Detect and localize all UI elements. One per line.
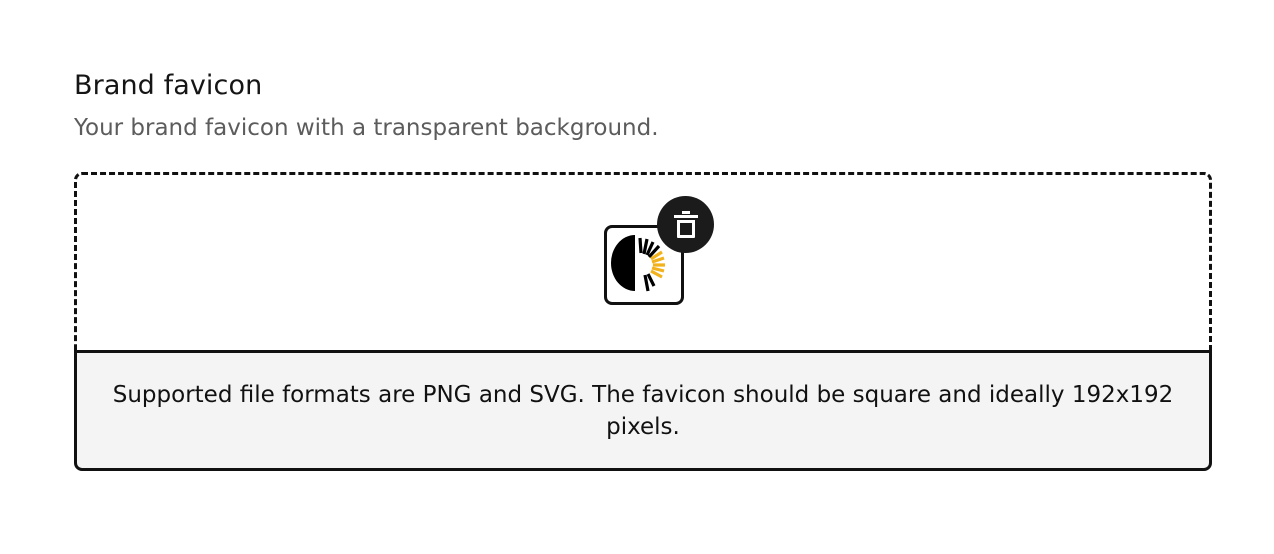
delete-favicon-button[interactable] xyxy=(657,196,714,253)
section-description: Your brand favicon with a transparent ba… xyxy=(74,115,659,141)
favicon-sunburst-logo-icon xyxy=(611,235,665,292)
brand-favicon-section: Brand favicon Your brand favicon with a … xyxy=(74,66,1212,145)
trash-icon xyxy=(673,210,698,238)
favicon-format-help-text: Supported file formats are PNG and SVG. … xyxy=(112,381,1174,440)
favicon-dropzone[interactable] xyxy=(74,172,1212,352)
section-title: Brand favicon xyxy=(74,70,263,101)
favicon-uploader: Supported file formats are PNG and SVG. … xyxy=(74,172,1212,471)
favicon-help-panel: Supported file formats are PNG and SVG. … xyxy=(74,350,1212,471)
